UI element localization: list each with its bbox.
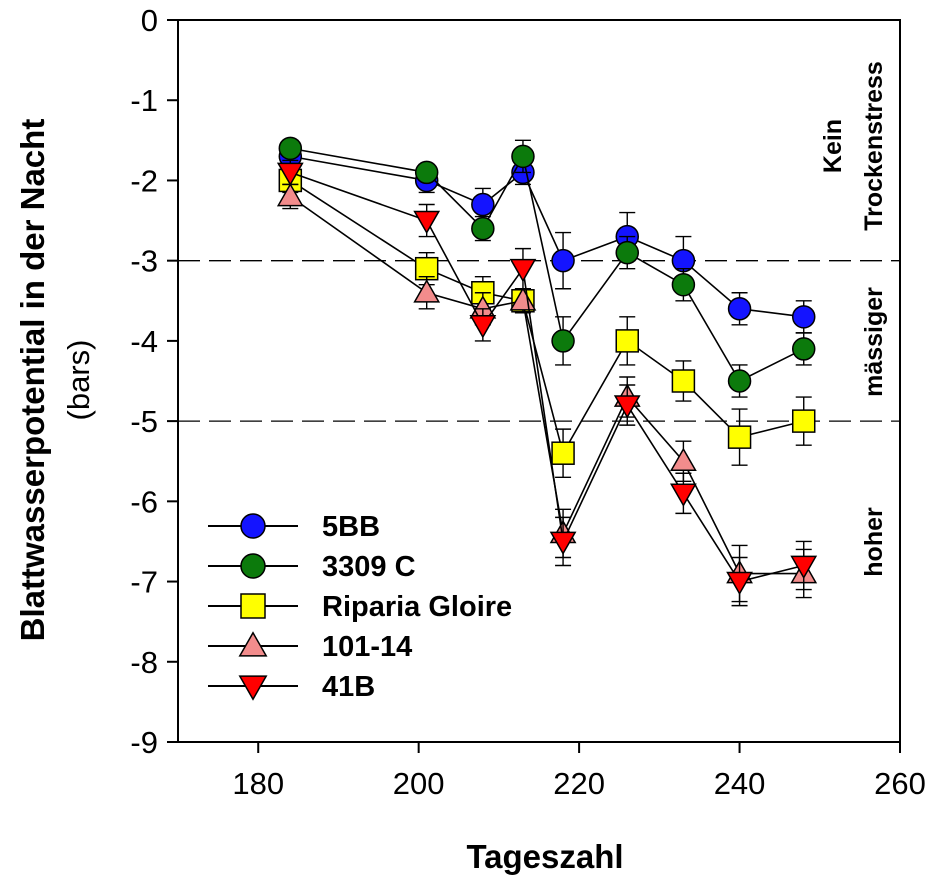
legend-label: 41B <box>322 671 375 703</box>
x-axis-title: Tageszahl <box>466 838 623 875</box>
y-tick-label: -5 <box>130 404 158 439</box>
y-axis-title: Blattwasserpotential in der Nacht <box>14 119 51 642</box>
axis-ticks: 180 200 220 240 260 0 -1 -2 -3 -4 -5 -6 -7 -8 -9 <box>130 3 925 801</box>
y-tick-label: -4 <box>130 324 158 359</box>
data-point <box>469 315 497 339</box>
data-point <box>471 192 495 217</box>
data-point <box>615 240 639 265</box>
plot-border <box>177 19 901 743</box>
data-point <box>551 248 575 273</box>
x-tick-label: 200 <box>393 766 445 801</box>
data-point <box>414 160 439 185</box>
legend-label: 101-14 <box>322 631 412 663</box>
series-line <box>289 179 804 456</box>
data-point <box>413 279 441 303</box>
series-line <box>290 147 805 383</box>
zone-label: Trockenstress <box>860 61 888 231</box>
data-point <box>790 555 818 580</box>
x-tick-label: 180 <box>232 766 284 801</box>
data-point <box>413 210 441 235</box>
legend-marker <box>240 553 266 579</box>
data-point <box>671 272 696 297</box>
legend-marker <box>240 593 266 619</box>
data-point <box>726 571 753 596</box>
y-tick-label: -9 <box>130 725 158 760</box>
data-point <box>791 409 816 433</box>
x-tick-label: 260 <box>874 766 926 801</box>
data-point <box>613 395 641 419</box>
series-1 <box>278 136 816 398</box>
data-point <box>278 136 303 161</box>
data-point <box>727 369 752 393</box>
y-tick-label: -1 <box>130 83 158 118</box>
data-point <box>727 425 752 449</box>
series-4 <box>276 159 818 607</box>
data-point <box>276 162 304 187</box>
series-0 <box>278 144 816 334</box>
y-tick-label: -8 <box>130 645 158 680</box>
legend-marker <box>240 513 266 539</box>
zone-label: hoher <box>860 507 888 577</box>
legend-marker <box>238 631 268 657</box>
zone-labels: Kein Trockenstress mässiger hoher <box>819 61 888 577</box>
legend-marker <box>238 675 268 701</box>
legend-label: 3309 C <box>322 551 416 583</box>
y-tick-label: -7 <box>130 565 158 600</box>
data-point <box>615 329 639 353</box>
plot-frame <box>177 19 901 743</box>
x-tick-label: 220 <box>553 766 605 801</box>
zone-label: mässiger <box>860 287 888 397</box>
data-series <box>276 136 818 607</box>
data-point <box>511 144 535 169</box>
legend-label: Riparia Gloire <box>322 591 512 623</box>
data-point <box>671 369 696 393</box>
y-tick-label: -6 <box>130 484 158 519</box>
zone-label: Kein <box>819 119 847 173</box>
data-point <box>551 441 575 465</box>
axis-titles: Tageszahl Blattwasserpotential in der Na… <box>14 119 624 875</box>
y-tick-label: 0 <box>141 3 158 38</box>
y-axis-unit: (bars) <box>61 340 96 421</box>
data-point <box>549 531 577 556</box>
data-point <box>471 216 495 241</box>
data-point <box>791 337 816 361</box>
legend: 5BB 3309 C Riparia Gloire 101-14 41B <box>208 511 512 703</box>
data-point <box>670 483 697 507</box>
series-line <box>290 155 804 318</box>
y-tick-label: -2 <box>130 163 158 198</box>
data-point <box>551 329 575 353</box>
legend-label: 5BB <box>322 511 380 543</box>
x-tick-label: 240 <box>714 766 766 801</box>
data-point <box>509 258 537 283</box>
data-point <box>276 182 304 207</box>
y-tick-label: -3 <box>130 244 158 279</box>
data-point <box>670 447 697 472</box>
reference-lines <box>178 260 900 422</box>
data-point <box>727 297 752 321</box>
data-point <box>791 305 816 329</box>
